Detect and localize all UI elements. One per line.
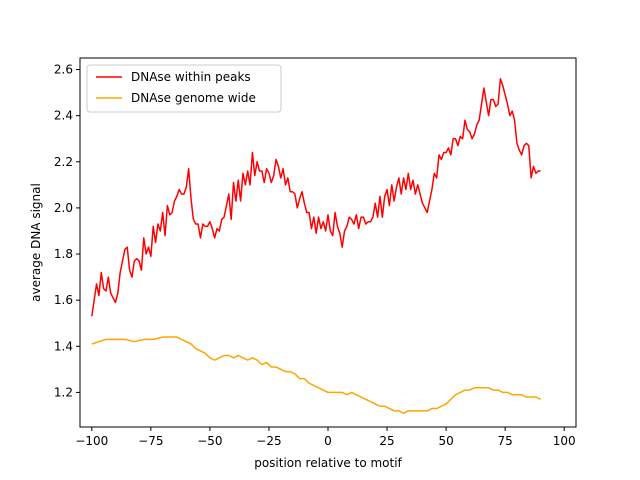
y-tick-label: 2.6 — [54, 63, 73, 77]
plot-area — [80, 58, 576, 427]
y-tick-label: 2.4 — [54, 109, 73, 123]
y-tick-label: 1.2 — [54, 385, 73, 399]
legend-label: DNAse genome wide — [131, 91, 256, 105]
x-tick-label: 50 — [438, 434, 453, 448]
x-tick-label: 25 — [379, 434, 394, 448]
y-tick-label: 1.4 — [54, 339, 73, 353]
y-tick-label: 2.2 — [54, 155, 73, 169]
legend-label: DNAse within peaks — [131, 70, 251, 84]
y-tick-label: 1.8 — [54, 247, 73, 261]
y-axis: 1.2 1.4 1.6 1.8 2.0 2.2 2.4 2.6 — [54, 63, 80, 399]
x-tick-label: −100 — [75, 434, 108, 448]
x-axis: −100 −75 −50 −25 0 25 50 75 100 — [75, 427, 576, 448]
y-tick-label: 1.6 — [54, 293, 73, 307]
x-tick-label: 75 — [498, 434, 513, 448]
y-axis-label: average DNA signal — [29, 183, 43, 302]
series-line-within-peaks — [91, 78, 541, 317]
x-tick-label: 0 — [324, 434, 332, 448]
series-line-genome-wide — [91, 336, 541, 414]
legend-box — [86, 64, 282, 113]
x-tick-label: 100 — [553, 434, 576, 448]
x-tick-label: −75 — [138, 434, 163, 448]
series-layer — [91, 78, 541, 414]
legend: DNAse within peaks DNAse genome wide — [86, 64, 282, 113]
y-tick-label: 2.0 — [54, 201, 73, 215]
x-tick-label: −25 — [256, 434, 281, 448]
x-tick-label: −50 — [197, 434, 222, 448]
x-axis-label: position relative to motif — [254, 456, 402, 470]
